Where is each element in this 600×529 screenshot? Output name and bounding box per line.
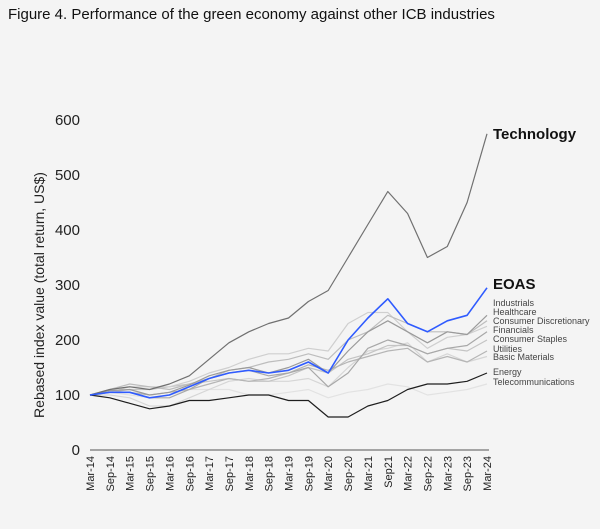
x-tick-label: Mar-15 — [125, 456, 137, 491]
x-tick-label: Sep21 — [383, 456, 395, 488]
series-label-telecommunications: Telecommunications — [493, 377, 575, 387]
series-label-healthcare: Healthcare — [493, 307, 537, 317]
x-tick-label: Sep-17 — [224, 456, 236, 491]
series-label-industrials: Industrials — [493, 298, 535, 308]
x-tick-label: Mar-18 — [244, 456, 256, 491]
y-tick-label: 300 — [55, 277, 80, 294]
y-tick-label: 400 — [55, 222, 80, 239]
series-label-consumer-discretionary: Consumer Discretionary — [493, 316, 590, 326]
series-line-telecommunications — [89, 383, 488, 399]
series-line-energy — [89, 372, 488, 418]
series-line-industrials — [89, 314, 488, 396]
y-axis-label: Rebased index value (total return, US$) — [31, 172, 47, 418]
x-tick-label: Mar-17 — [204, 456, 216, 491]
x-tick-label: Sep-15 — [145, 456, 157, 491]
x-tick-label: Mar-22 — [403, 456, 415, 491]
y-tick-label: 0 — [72, 442, 80, 459]
series-label-eoas: EOAS — [493, 276, 536, 293]
series-label-consumer-staples: Consumer Staples — [493, 334, 568, 344]
series-label-utilities: Utilities — [493, 344, 523, 354]
x-tick-label: Mar-14 — [85, 456, 97, 491]
series-line-financials — [89, 331, 488, 399]
series-line-consumer-discretionary — [89, 311, 488, 396]
y-tick-label: 600 — [55, 112, 80, 129]
chart-title: Figure 4. Performance of the green econo… — [8, 6, 495, 23]
x-tick-label: Mar-23 — [442, 456, 454, 491]
y-tick-label: 100 — [55, 387, 80, 404]
x-tick-label: Mar-16 — [164, 456, 176, 491]
series-label-basic-materials: Basic Materials — [493, 352, 555, 362]
series-line-utilities — [89, 347, 488, 396]
series-line-eoas — [89, 287, 488, 399]
series-line-technology — [89, 133, 488, 396]
x-tick-label: Sep-23 — [462, 456, 474, 491]
y-tick-label: 200 — [55, 332, 80, 349]
x-tick-label: Mar-19 — [284, 456, 296, 491]
x-tick-label: Sep-14 — [105, 456, 117, 491]
x-tick-label: Mar-21 — [363, 456, 375, 491]
series-line-healthcare — [89, 314, 488, 396]
series-label-technology: Technology — [493, 126, 577, 143]
series-label-financials: Financials — [493, 325, 534, 335]
x-tick-label: Sep-16 — [184, 456, 196, 491]
series-label-energy: Energy — [493, 367, 522, 377]
series-line-basic-materials — [90, 342, 488, 407]
x-tick-label: Mar-24 — [482, 456, 494, 491]
x-tick-label: Sep-18 — [264, 456, 276, 491]
x-tick-label: Mar-20 — [323, 456, 335, 491]
y-tick-label: 500 — [55, 167, 80, 184]
x-tick-label: Sep-20 — [343, 456, 355, 491]
x-tick-label: Sep-22 — [422, 456, 434, 491]
x-tick-label: Sep-19 — [303, 456, 315, 491]
